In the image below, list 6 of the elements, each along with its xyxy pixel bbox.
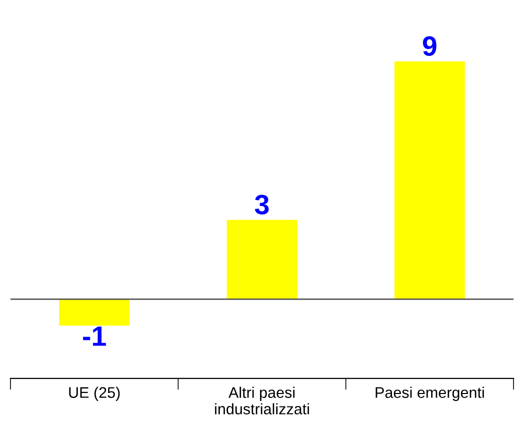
data-label: -1 <box>83 326 106 346</box>
x-tick-label: UE (25) <box>69 386 120 401</box>
data-label: 3 <box>254 194 269 214</box>
x-tick-label: Altri paesi industrializzati <box>215 386 309 414</box>
x-tick-label: Paesi emergenti <box>376 386 484 401</box>
data-label: 9 <box>422 36 436 56</box>
